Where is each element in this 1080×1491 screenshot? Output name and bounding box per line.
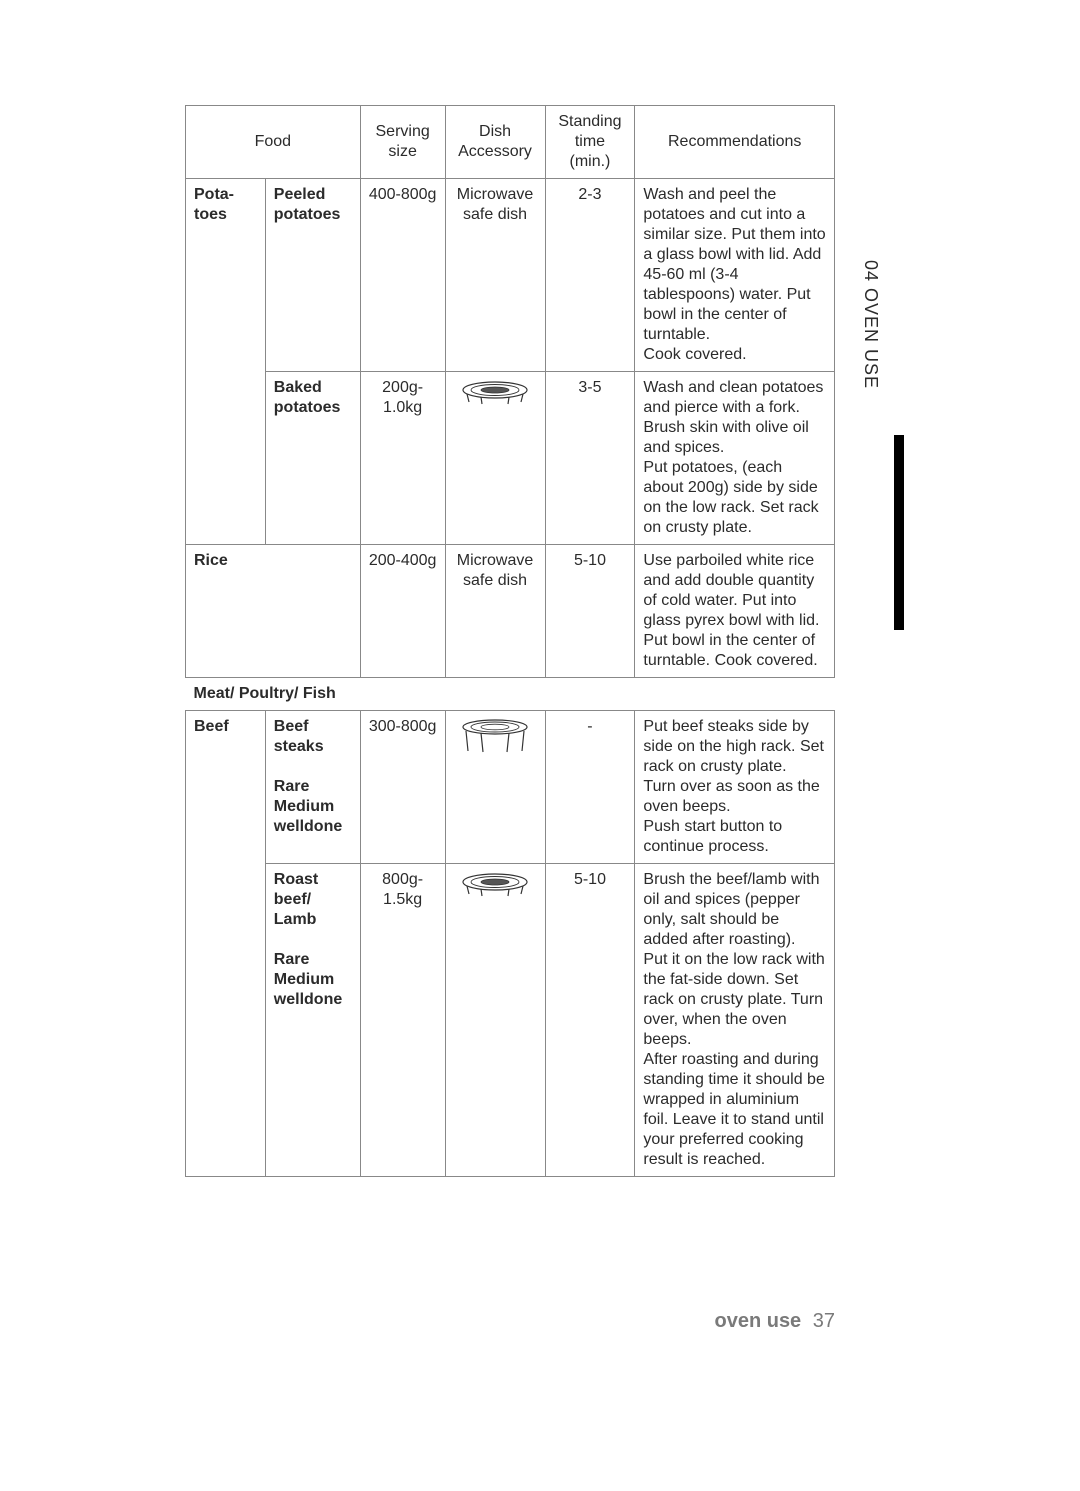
high-rack-icon [459, 719, 531, 755]
header-standing: Standing time (min.) [545, 106, 635, 179]
food-group: Beef [186, 711, 266, 864]
food-sub: Beef steaks RareMediumwelldone [265, 711, 360, 864]
low-rack-icon [459, 380, 531, 408]
dish-accessory: Microwave safe dish [445, 179, 545, 372]
table-row: Roast beef/ Lamb RareMediumwelldone 800g… [186, 864, 835, 1177]
table-row: Beef Beef steaks RareMediumwelldone 300-… [186, 711, 835, 864]
page-footer: oven use 37 [0, 1310, 835, 1333]
side-tab-indicator [894, 435, 904, 630]
food-group: Pota-toes [186, 179, 266, 372]
side-tab-label: 04 OVEN USE [860, 260, 881, 389]
header-food: Food [186, 106, 361, 179]
recommendation: Use parboiled white rice and add double … [635, 545, 835, 678]
cooking-table-page: Food Serving size Dish Accessory Standin… [185, 105, 835, 1177]
dish-accessory [445, 372, 545, 545]
standing-time: 3-5 [545, 372, 635, 545]
food-sub-main: Beef steaks [274, 718, 324, 755]
standing-time: 5-10 [545, 864, 635, 1177]
section-label: Meat/ Poultry/ Fish [186, 678, 835, 711]
header-serving: Serving size [360, 106, 445, 179]
standing-time: 2-3 [545, 179, 635, 372]
serving-size: 200-400g [360, 545, 445, 678]
table-row: Rice 200-400g Microwave safe dish 5-10 U… [186, 545, 835, 678]
serving-size: 200g-1.0kg [360, 372, 445, 545]
low-rack-icon [459, 872, 531, 900]
food-sub: Roast beef/ Lamb RareMediumwelldone [265, 864, 360, 1177]
dish-accessory [445, 864, 545, 1177]
footer-section-label: oven use [714, 1310, 801, 1332]
standing-time: - [545, 711, 635, 864]
food-sub-options: RareMediumwelldone [274, 778, 342, 835]
footer-page-number: 37 [813, 1310, 835, 1332]
section-row-meat: Meat/ Poultry/ Fish [186, 678, 835, 711]
recommendation: Wash and peel the potatoes and cut into … [635, 179, 835, 372]
dish-accessory [445, 711, 545, 864]
header-recommendations: Recommendations [635, 106, 835, 179]
table-row: Baked potatoes 200g-1.0kg 3-5 Wash and c… [186, 372, 835, 545]
food-sub-options: RareMediumwelldone [274, 951, 342, 1008]
table-header-row: Food Serving size Dish Accessory Standin… [186, 106, 835, 179]
recommendation: Put beef steaks side by side on the high… [635, 711, 835, 864]
recommendation: Brush the beef/lamb with oil and spices … [635, 864, 835, 1177]
standing-time: 5-10 [545, 545, 635, 678]
recommendation: Wash and clean potatoes and pierce with … [635, 372, 835, 545]
serving-size: 400-800g [360, 179, 445, 372]
serving-size: 300-800g [360, 711, 445, 864]
table-row: Pota-toes Peeled potatoes 400-800g Micro… [186, 179, 835, 372]
dish-accessory: Microwave safe dish [445, 545, 545, 678]
food-sub: Baked potatoes [265, 372, 360, 545]
food-sub-main: Roast beef/ Lamb [274, 871, 318, 928]
serving-size: 800g-1.5kg [360, 864, 445, 1177]
header-dish: Dish Accessory [445, 106, 545, 179]
cooking-guide-table: Food Serving size Dish Accessory Standin… [185, 105, 835, 1177]
food-group: Rice [186, 545, 361, 678]
food-group-empty [186, 864, 266, 1177]
food-group-empty [186, 372, 266, 545]
food-sub: Peeled potatoes [265, 179, 360, 372]
